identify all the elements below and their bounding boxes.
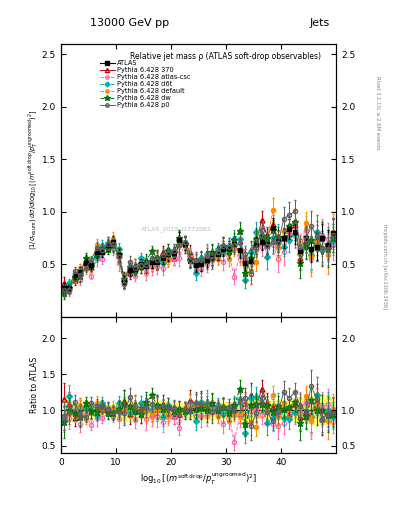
Y-axis label: Ratio to ATLAS: Ratio to ATLAS <box>30 357 39 413</box>
Text: Jets: Jets <box>310 18 330 28</box>
Text: Relative jet mass ρ (ATLAS soft-drop observables): Relative jet mass ρ (ATLAS soft-drop obs… <box>130 52 321 61</box>
Text: Rivet 3.1.10; ≥ 2.6M events: Rivet 3.1.10; ≥ 2.6M events <box>375 76 380 150</box>
Text: 13000 GeV pp: 13000 GeV pp <box>90 18 169 28</box>
Text: mcplots.cern.ch [arXiv:1306.3436]: mcplots.cern.ch [arXiv:1306.3436] <box>382 224 387 309</box>
Y-axis label: $(1/\sigma_{\rm resum})$ $d\sigma/d\log_{10}[(m^{\rm soft\,drop}/p_T^{\rm ungroo: $(1/\sigma_{\rm resum})$ $d\sigma/d\log_… <box>27 110 40 250</box>
Legend: ATLAS, Pythia 6.428 370, Pythia 6.428 atlas-csc, Pythia 6.428 d6t, Pythia 6.428 : ATLAS, Pythia 6.428 370, Pythia 6.428 at… <box>97 58 193 111</box>
X-axis label: $\log_{10}[(m^{\rm soft\,drop}/p_T^{\rm ungroomed})^2]$: $\log_{10}[(m^{\rm soft\,drop}/p_T^{\rm … <box>140 471 257 487</box>
Text: ATLAS_2019_I1772062: ATLAS_2019_I1772062 <box>141 226 212 232</box>
